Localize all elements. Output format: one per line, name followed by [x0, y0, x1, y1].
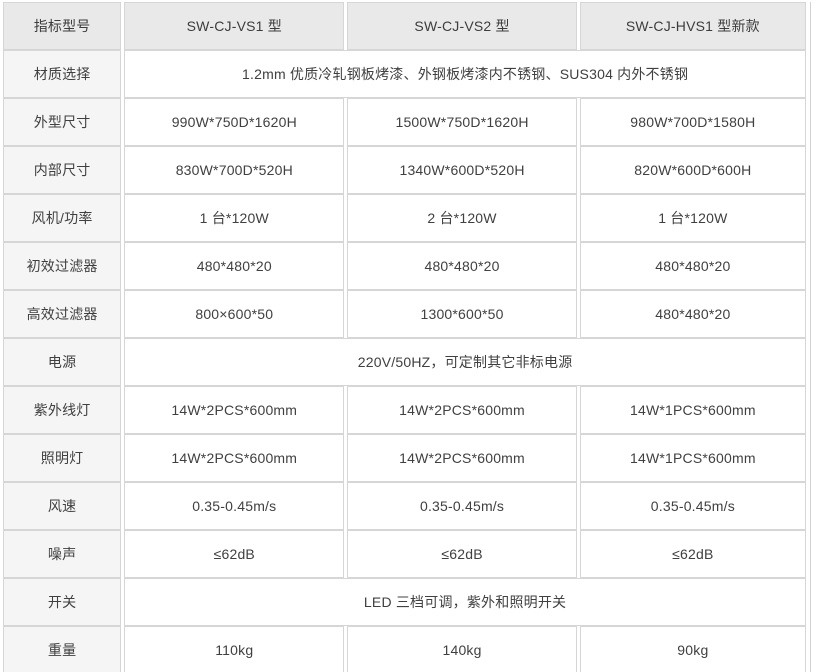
row-value: 480*480*20: [124, 242, 345, 290]
row-value: 480*480*20: [579, 290, 806, 338]
row-label: 风机/功率: [3, 194, 122, 242]
row-label: 重量: [3, 626, 122, 672]
table-row: 紫外线灯 14W*2PCS*600mm 14W*2PCS*600mm 14W*1PCS…: [3, 386, 806, 434]
row-value: 1 台*120W: [124, 194, 345, 242]
row-value: 980W*700D*1580H: [579, 98, 806, 146]
row-label: 照明灯: [3, 434, 122, 482]
row-value: 1300*600*50: [347, 290, 577, 338]
row-label: 初效过滤器: [3, 242, 122, 290]
table-row: 内部尺寸 830W*700D*520H 1340W*600D*520H 820W*60…: [3, 146, 806, 194]
row-label: 材质选择: [3, 50, 122, 98]
row-value: 0.35-0.45m/s: [347, 482, 577, 530]
row-value: ≤62dB: [124, 530, 345, 578]
row-value: 14W*2PCS*600mm: [124, 386, 345, 434]
row-value: 0.35-0.45m/s: [579, 482, 806, 530]
row-label: 电源: [3, 338, 122, 386]
row-span-value: 1.2mm 优质冷轧钢板烤漆、外钢板烤漆内不锈钢、SUS304 内外不锈钢: [124, 50, 806, 98]
table-row: 电源 220V/50HZ，可定制其它非标电源: [3, 338, 806, 386]
table-row: 开关 LED 三档可调，紫外和照明开关: [3, 578, 806, 626]
row-value: 1500W*750D*1620H: [347, 98, 577, 146]
row-label: 内部尺寸: [3, 146, 122, 194]
row-value: 2 台*120W: [347, 194, 577, 242]
row-value: 110kg: [124, 626, 345, 672]
row-span-value: LED 三档可调，紫外和照明开关: [124, 578, 806, 626]
row-value: ≤62dB: [579, 530, 806, 578]
row-span-value: 220V/50HZ，可定制其它非标电源: [124, 338, 806, 386]
table-row: 照明灯 14W*2PCS*600mm 14W*2PCS*600mm 14W*1PCS*…: [3, 434, 806, 482]
row-label: 紫外线灯: [3, 386, 122, 434]
row-value: 14W*2PCS*600mm: [124, 434, 345, 482]
row-label: 高效过滤器: [3, 290, 122, 338]
row-label: 开关: [3, 578, 122, 626]
header-metric-model: 指标型号: [3, 2, 122, 50]
row-value: 90kg: [579, 626, 806, 672]
row-value: 14W*2PCS*600mm: [347, 386, 577, 434]
header-model-vs2: SW-CJ-VS2 型: [347, 2, 577, 50]
table-row: 重量 110kg 140kg 90kg: [3, 626, 806, 672]
row-value: 14W*1PCS*600mm: [579, 434, 806, 482]
header-row: 指标型号 SW-CJ-VS1 型 SW-CJ-VS2 型 SW-CJ-HVS1 …: [3, 2, 806, 50]
row-value: 480*480*20: [579, 242, 806, 290]
row-value: ≤62dB: [347, 530, 577, 578]
table-row: 外型尺寸 990W*750D*1620H 1500W*750D*1620H 980W*…: [3, 98, 806, 146]
row-label: 风速: [3, 482, 122, 530]
row-value: 1340W*600D*520H: [347, 146, 577, 194]
row-value: 820W*600D*600H: [579, 146, 806, 194]
row-label: 噪声: [3, 530, 122, 578]
row-value: 0.35-0.45m/s: [124, 482, 345, 530]
row-value: 140kg: [347, 626, 577, 672]
table-row: 噪声 ≤62dB ≤62dB ≤62dB: [3, 530, 806, 578]
table-row: 风速 0.35-0.45m/s 0.35-0.45m/s 0.35-0.45m/s: [3, 482, 806, 530]
row-label: 外型尺寸: [3, 98, 122, 146]
row-value: 14W*1PCS*600mm: [579, 386, 806, 434]
row-value: 800×600*50: [124, 290, 345, 338]
row-value: 990W*750D*1620H: [124, 98, 345, 146]
row-value: 14W*2PCS*600mm: [347, 434, 577, 482]
row-value: 830W*700D*520H: [124, 146, 345, 194]
row-value: 480*480*20: [347, 242, 577, 290]
table-row: 初效过滤器 480*480*20 480*480*20 480*480*20: [3, 242, 806, 290]
header-model-hvs1: SW-CJ-HVS1 型新款: [579, 2, 806, 50]
table-row: 风机/功率 1 台*120W 2 台*120W 1 台*120W: [3, 194, 806, 242]
table-row: 材质选择 1.2mm 优质冷轧钢板烤漆、外钢板烤漆内不锈钢、SUS304 内外不锈…: [3, 50, 806, 98]
header-model-vs1: SW-CJ-VS1 型: [124, 2, 345, 50]
row-value: 1 台*120W: [579, 194, 806, 242]
table-row: 高效过滤器 800×600*50 1300*600*50 480*480*20: [3, 290, 806, 338]
